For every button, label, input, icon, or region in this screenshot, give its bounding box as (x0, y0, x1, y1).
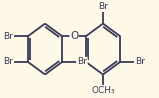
Text: Br: Br (3, 32, 13, 41)
Text: Br: Br (98, 2, 108, 11)
Text: Br: Br (3, 57, 13, 66)
Text: Br: Br (77, 57, 87, 66)
Text: O: O (70, 31, 78, 41)
Text: OCH₃: OCH₃ (91, 86, 115, 95)
Text: Br: Br (135, 57, 145, 66)
